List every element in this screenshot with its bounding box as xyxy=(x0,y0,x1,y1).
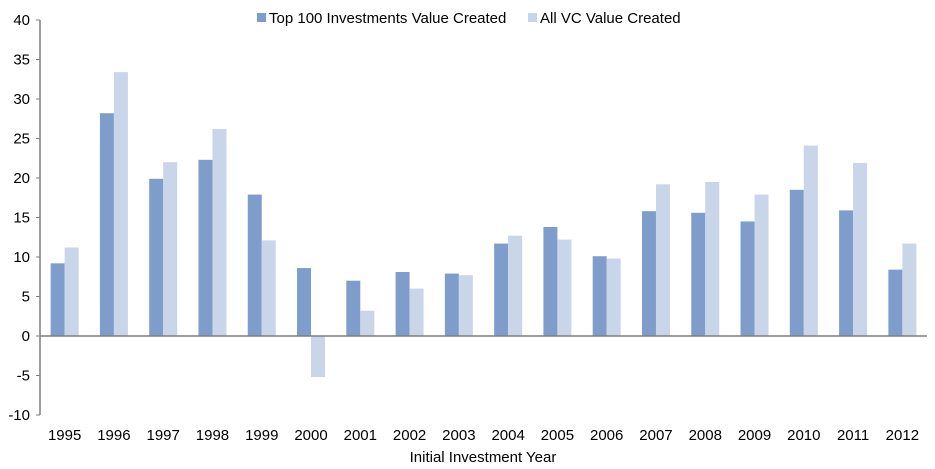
bar-top100-1996 xyxy=(99,113,114,336)
bar-top100-2003 xyxy=(444,273,459,336)
y-tick-label: 10 xyxy=(13,249,30,266)
bar-top100-1995 xyxy=(50,263,65,336)
bar-allvc-2003 xyxy=(458,275,473,336)
bar-allvc-2004 xyxy=(508,235,523,336)
x-tick-label: 2007 xyxy=(639,427,672,444)
bar-top100-2004 xyxy=(494,243,509,336)
bar-top100-2010 xyxy=(789,189,804,336)
bar-allvc-1995 xyxy=(64,247,79,336)
y-tick-label: 20 xyxy=(13,170,30,187)
bars xyxy=(50,72,917,378)
bar-allvc-1998 xyxy=(212,129,227,336)
bar-top100-2012 xyxy=(888,269,903,336)
bar-allvc-2006 xyxy=(606,258,621,336)
bar-top100-2006 xyxy=(592,256,607,336)
bar-top100-2005 xyxy=(543,226,558,336)
y-tick-label: -10 xyxy=(8,407,30,424)
x-tick-label: 2008 xyxy=(689,427,722,444)
y-tick-label: 5 xyxy=(22,289,30,306)
y-tick-label: 25 xyxy=(13,131,30,148)
bar-top100-2009 xyxy=(740,221,755,336)
legend-swatch-top100 xyxy=(257,13,266,22)
y-tick-label: 0 xyxy=(22,328,30,345)
bar-allvc-2000 xyxy=(311,336,326,378)
bar-top100-2000 xyxy=(297,268,312,336)
x-tick-label: 1997 xyxy=(147,427,180,444)
y-tick-label: -5 xyxy=(17,368,30,385)
x-tick-label: 2003 xyxy=(442,427,475,444)
legend-swatch-allvc xyxy=(528,13,537,22)
bar-top100-2008 xyxy=(691,212,706,336)
x-tick-label: 2012 xyxy=(886,427,919,444)
x-tick-label: 2009 xyxy=(738,427,771,444)
bar-allvc-1997 xyxy=(163,162,178,336)
bar-top100-1997 xyxy=(149,178,164,336)
bar-allvc-2002 xyxy=(409,288,424,336)
x-tick-label: 2004 xyxy=(491,427,524,444)
bar-allvc-2009 xyxy=(754,194,769,336)
x-tick-label: 1999 xyxy=(245,427,278,444)
bar-allvc-1996 xyxy=(113,72,128,336)
bar-top100-1998 xyxy=(198,159,213,336)
bar-allvc-2005 xyxy=(557,239,572,336)
y-axis: -10 -5 0 5 10 15 20 25 30 35 40 xyxy=(8,12,41,424)
x-tick-label: 1998 xyxy=(196,427,229,444)
bar-allvc-2001 xyxy=(360,310,375,336)
bar-top100-2011 xyxy=(839,210,854,336)
bar-allvc-1999 xyxy=(261,240,276,336)
y-tick-label: 15 xyxy=(13,210,30,227)
x-tick-label: 2010 xyxy=(787,427,820,444)
y-tick-label: 30 xyxy=(13,91,30,108)
legend-label-allvc: All VC Value Created xyxy=(540,10,681,27)
bar-top100-2002 xyxy=(395,272,410,336)
x-tick-label: 2011 xyxy=(837,427,869,444)
x-tick-label: 2002 xyxy=(393,427,426,444)
x-tick-label: 1995 xyxy=(48,427,81,444)
x-tick-label: 2000 xyxy=(294,427,327,444)
y-tick-label: 40 xyxy=(13,12,30,29)
bar-allvc-2008 xyxy=(705,181,720,336)
bar-allvc-2007 xyxy=(655,184,670,336)
x-tick-label: 1996 xyxy=(97,427,130,444)
bar-allvc-2011 xyxy=(853,162,868,336)
bar-allvc-2012 xyxy=(902,243,917,336)
x-axis-title: Initial Investment Year xyxy=(410,449,557,466)
bar-top100-2001 xyxy=(346,280,361,336)
y-tick-label: 35 xyxy=(13,52,30,69)
x-tick-label: 2005 xyxy=(541,427,574,444)
bar-allvc-2010 xyxy=(803,145,818,336)
bar-top100-2007 xyxy=(641,211,656,336)
x-tick-label: 2001 xyxy=(344,427,377,444)
legend-label-top100: Top 100 Investments Value Created xyxy=(269,10,506,27)
bar-top100-1999 xyxy=(247,194,262,336)
x-axis: 1995 1996 1997 1998 1999 2000 2001 2002 2003 2004… xyxy=(40,335,927,444)
legend: Top 100 Investments Value Created All VC… xyxy=(257,10,681,27)
x-tick-label: 2006 xyxy=(590,427,623,444)
